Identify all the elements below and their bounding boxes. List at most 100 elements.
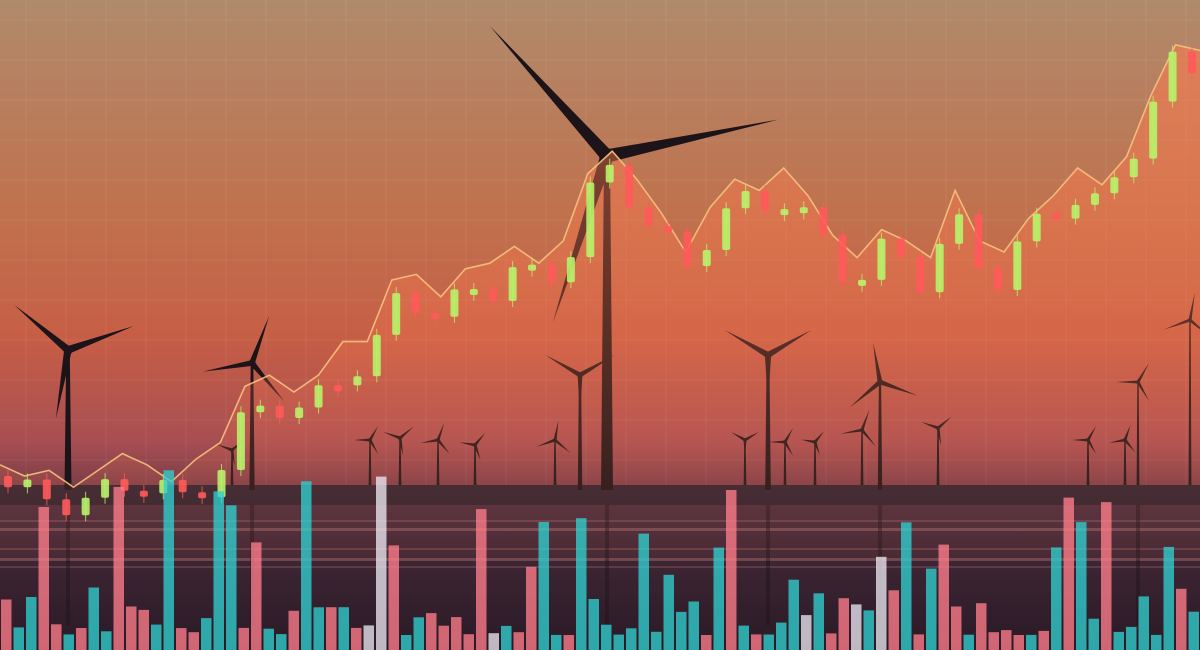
volume-bar	[438, 625, 449, 650]
volume-bar	[101, 631, 112, 650]
candle-down	[663, 225, 672, 232]
turbine-reflection	[766, 505, 770, 625]
candle-up	[392, 293, 401, 335]
wind-turbine	[14, 305, 134, 490]
candle-down	[819, 207, 828, 235]
price-area-series	[0, 43, 1200, 561]
volume-bar	[226, 505, 237, 650]
candle-down	[139, 490, 148, 497]
volume-bar	[713, 547, 724, 650]
volume-bar	[576, 518, 587, 650]
volume-bar	[276, 634, 287, 650]
volume-bar	[1188, 611, 1199, 650]
volume-bar	[263, 628, 274, 650]
volume-bar	[1001, 630, 1012, 650]
candle-up	[1090, 193, 1099, 205]
volume-bar	[788, 579, 799, 650]
candlestick-series	[4, 45, 1196, 522]
volume-bar	[88, 587, 99, 650]
volume-bar	[151, 624, 162, 650]
candle-up	[935, 243, 944, 293]
volume-bar	[551, 634, 562, 650]
volume-bar	[63, 634, 74, 650]
wind-turbine-blade	[14, 305, 71, 353]
wind-turbine-blade	[202, 360, 253, 372]
area-fill	[0, 44, 1200, 561]
candle-down	[42, 479, 51, 500]
candle-down	[760, 191, 769, 211]
volume-bar	[288, 610, 299, 650]
candle-up	[858, 279, 867, 286]
volume-bar	[938, 544, 949, 650]
volume-bar	[51, 624, 62, 650]
candle-down	[547, 264, 556, 283]
candle-down	[896, 238, 905, 258]
candle-down	[431, 312, 440, 319]
volume-bar	[213, 491, 224, 650]
area-line	[0, 43, 1200, 489]
candle-up	[101, 479, 110, 498]
wind-turbine-blade	[489, 25, 612, 161]
volume-bar	[613, 634, 624, 650]
volume-bar	[1088, 618, 1099, 650]
candle-up	[81, 497, 90, 516]
volume-bar	[363, 625, 374, 650]
volume-bar	[526, 566, 537, 650]
candle-down	[625, 164, 634, 208]
candle-up	[23, 479, 32, 488]
candle-up	[955, 214, 964, 244]
candle-down	[178, 479, 187, 493]
volume-bar	[963, 634, 974, 650]
volume-bar	[388, 545, 399, 650]
volume-bar	[1101, 502, 1112, 650]
volume-bar	[338, 607, 349, 650]
candle-down	[62, 499, 71, 516]
candle-down	[1188, 51, 1196, 74]
volume-bar	[313, 607, 324, 650]
volume-bar	[501, 625, 512, 650]
volume-bar	[26, 597, 37, 650]
volume-bar	[988, 632, 999, 650]
volume-bar	[1038, 630, 1049, 650]
volume-bar	[563, 635, 574, 650]
candle-up	[702, 250, 711, 267]
volume-bar	[638, 533, 649, 650]
volume-bar	[651, 631, 662, 650]
volume-bar	[201, 618, 212, 650]
volume-bar	[813, 593, 824, 650]
candle-down	[411, 293, 420, 313]
volume-bar	[1138, 596, 1149, 650]
candle-up	[780, 209, 789, 216]
volume-bar	[38, 507, 49, 650]
candle-up	[877, 238, 886, 280]
wind-turbine-hub	[63, 345, 73, 355]
volume-bar	[13, 627, 24, 650]
candle-down	[993, 267, 1002, 291]
volume-bar	[538, 522, 549, 650]
volume-bar	[1, 599, 12, 650]
candle-down	[916, 257, 925, 293]
candle-down	[275, 405, 284, 419]
candle-up	[450, 289, 459, 317]
volume-bar	[601, 624, 612, 650]
wind-turbine-blade	[605, 119, 779, 163]
volume-bar	[926, 568, 937, 650]
turbine-reflection	[66, 505, 70, 625]
volume-bar	[588, 599, 599, 650]
volume-bar	[676, 611, 687, 650]
volume-bar	[951, 606, 962, 650]
volume-bar	[1163, 546, 1174, 650]
candle-up	[372, 334, 381, 377]
candle-up	[236, 412, 245, 471]
candle-up	[1013, 241, 1022, 291]
volume-bar	[1151, 634, 1162, 650]
volume-bar	[513, 632, 524, 650]
candle-down	[644, 207, 653, 226]
candle-down	[838, 234, 847, 283]
reflection-line	[0, 566, 1200, 568]
volume-bar	[701, 635, 712, 650]
volume-bar	[451, 617, 462, 650]
volume-bar	[751, 634, 762, 650]
candle-up	[799, 207, 808, 214]
volume-bar	[663, 574, 674, 650]
